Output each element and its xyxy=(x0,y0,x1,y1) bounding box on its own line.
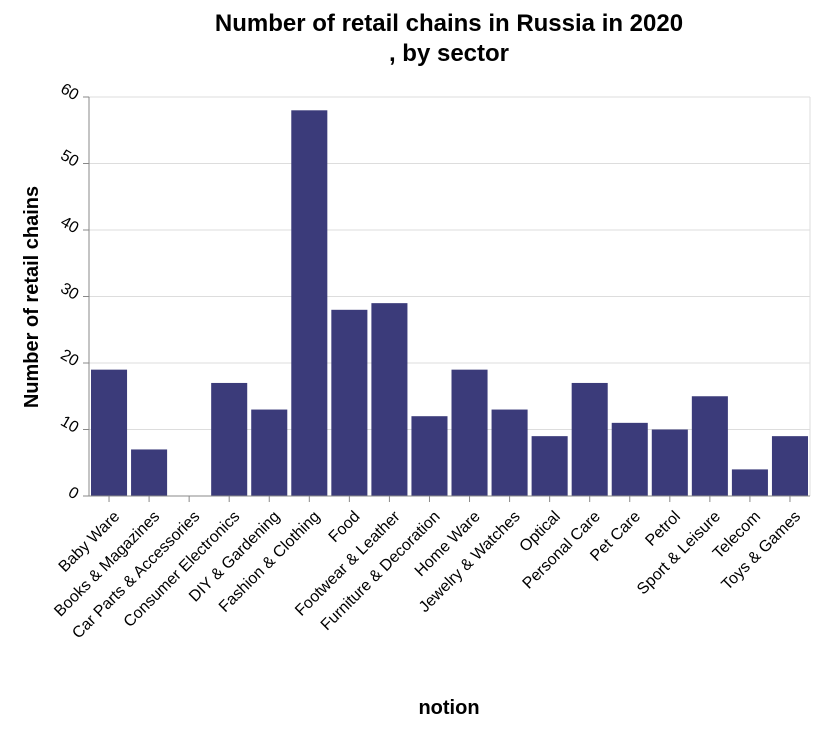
bar-consumer-electronics xyxy=(211,382,248,496)
x-tick-label: Food xyxy=(326,508,364,546)
grid-lines xyxy=(89,96,811,497)
bar-diy-gardening xyxy=(251,409,288,496)
bar-pet-care xyxy=(611,422,648,496)
y-tick-label: 50 xyxy=(57,147,81,171)
x-axis-title: notion xyxy=(418,697,479,719)
bar-petrol xyxy=(651,429,688,496)
bar-footwear-leather xyxy=(371,303,408,496)
bar-fashion-clothing xyxy=(291,110,328,497)
y-axis-title: Number of retail chains xyxy=(21,186,43,408)
bar-jewelry-watches xyxy=(491,409,528,496)
y-tick-label: 10 xyxy=(57,413,81,437)
bar-home-ware xyxy=(451,369,488,496)
y-tick-label: 60 xyxy=(57,80,81,104)
bar-personal-care xyxy=(571,382,608,496)
y-tick-label: 0 xyxy=(65,484,81,503)
bar-sport-leisure xyxy=(691,396,728,496)
y-tick-label: 30 xyxy=(57,280,81,304)
bar-furniture-decoration xyxy=(411,416,448,496)
chart-title-line-1: Number of retail chains in Russia in 202… xyxy=(215,10,683,37)
axes xyxy=(83,96,810,502)
chart-title-line-2: , by sector xyxy=(389,40,509,67)
bar-telecom xyxy=(731,469,768,496)
y-tick-labels: 0 10 20 30 40 50 60 xyxy=(57,80,81,503)
bar-optical xyxy=(531,436,568,496)
bar-toys-games xyxy=(771,436,808,496)
bar-food xyxy=(331,309,368,496)
y-tick-label: 20 xyxy=(57,346,81,370)
y-tick-label: 40 xyxy=(57,213,81,237)
bar-books-magazines xyxy=(131,449,168,496)
bar-baby-ware xyxy=(91,369,128,496)
bars xyxy=(91,110,808,497)
